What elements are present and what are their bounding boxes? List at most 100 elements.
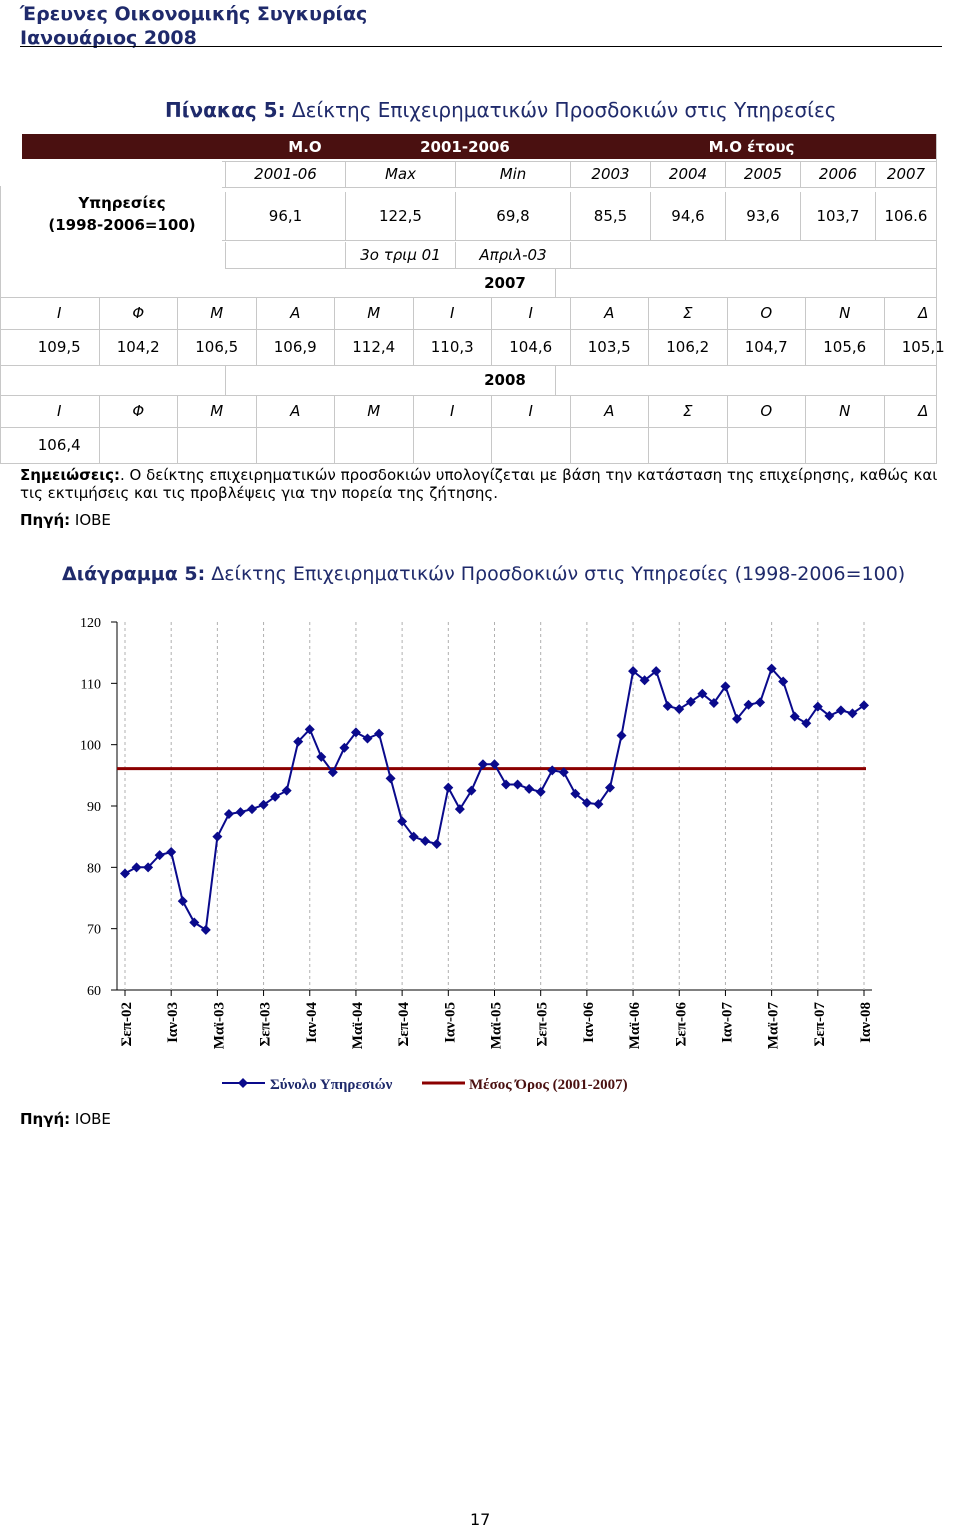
subheader-3: 2003	[570, 161, 650, 187]
data-point	[131, 862, 142, 873]
y2007-value-7: 103,5	[569, 329, 649, 365]
data-point	[593, 799, 604, 810]
data-point	[420, 835, 431, 846]
table-gridline	[222, 240, 936, 241]
data-point	[708, 697, 719, 708]
data-point	[755, 697, 766, 708]
x-tick-label: Σεπ-07	[812, 1002, 828, 1047]
data-point	[674, 704, 685, 715]
y2007-month-4: Μ	[334, 297, 413, 329]
table-title-number: Πίνακας 5:	[165, 98, 286, 122]
data-point	[466, 785, 477, 796]
subheader-5: 2005	[725, 161, 800, 187]
data-point	[350, 727, 361, 738]
data-point	[501, 779, 512, 790]
y2008-value-0: 106,4	[37, 436, 81, 454]
y2007-month-0: Ι	[57, 304, 62, 322]
y2008-month-10: Ν	[805, 395, 884, 427]
y2007-month-9: Ο	[726, 297, 806, 329]
y2007-month-7: Α	[569, 297, 649, 329]
x-tick-label: Σεπ-06	[673, 1002, 689, 1047]
data-point	[258, 799, 269, 810]
y2007-month-11: Δ	[883, 297, 960, 329]
y2008-value-9	[726, 427, 806, 463]
data-point	[454, 804, 465, 815]
report-header-date: Ιανουάριος 2008	[20, 27, 197, 49]
table-title: Πίνακας 5: Δείκτης Επιχειρηματικών Προσδ…	[165, 98, 837, 122]
row-label-line1: Υπηρεσίες	[78, 194, 166, 212]
y2007-value-2: 106,5	[177, 329, 256, 365]
x-tick-label: Ιαν-08	[858, 1002, 874, 1043]
data-point	[581, 797, 592, 808]
data-point	[743, 699, 754, 710]
data-point	[628, 666, 639, 677]
table-gridline	[570, 242, 571, 268]
legend-series-marker	[238, 1078, 248, 1088]
y2008-value-8	[648, 427, 727, 463]
data-point	[604, 782, 615, 793]
data-point	[489, 759, 500, 770]
y2007-value-4: 112,4	[334, 329, 413, 365]
data-point	[778, 676, 789, 687]
row-label: Υπηρεσίες (1998-2006=100)	[22, 186, 222, 242]
y-tick-label: 80	[87, 861, 101, 876]
data-point	[697, 688, 708, 699]
data-point	[824, 710, 835, 721]
year-2007: 2007	[484, 274, 526, 292]
data-point	[327, 767, 338, 778]
y2008-value-11	[883, 427, 960, 463]
diagram-title-text: Δείκτης Επιχειρηματικών Προσδοκιών στις …	[205, 563, 906, 585]
y2007-month-3: Α	[255, 297, 335, 329]
data-point	[385, 773, 396, 784]
report-header: Έρευνες Οικονομικής Συγκυρίας Ιανουάριος…	[20, 2, 367, 50]
header-mo: Μ.Ο	[255, 134, 355, 159]
year-2008: 2008	[484, 371, 526, 389]
table-gridline	[0, 186, 1, 464]
y2008-month-2: Μ	[177, 395, 256, 427]
y2007-month-2: Μ	[177, 297, 256, 329]
notes-text: . Ο δείκτης επιχειρηματικών προσδοκιών υ…	[20, 466, 938, 502]
y2007-month-10: Ν	[805, 297, 884, 329]
average-value-6: 103,7	[800, 192, 875, 240]
average-value-3: 85,5	[570, 192, 650, 240]
y2007-month-5: Ι	[412, 297, 492, 329]
data-point	[316, 751, 327, 762]
table-gridline	[0, 427, 936, 428]
chart-source-value: ΙΟΒΕ	[70, 1110, 111, 1128]
table-gridline	[0, 329, 936, 330]
table-gridline	[0, 395, 936, 396]
y2008-value-1	[98, 427, 178, 463]
table-notes: Σημειώσεις:. Ο δείκτης επιχειρηματικών π…	[20, 466, 945, 502]
average-value-1: 122,5	[345, 192, 455, 240]
data-point	[547, 765, 558, 776]
page-number: 17	[470, 1510, 491, 1529]
table-title-text: Δείκτης Επιχειρηματικών Προσδοκιών στις …	[285, 98, 837, 122]
x-tick-label: Ιαν-04	[304, 1002, 320, 1043]
data-point	[247, 804, 258, 815]
data-point	[281, 785, 292, 796]
table-gridline	[555, 268, 556, 298]
y2008-value-7	[569, 427, 649, 463]
data-point	[524, 783, 535, 794]
subheader-1: Max	[345, 161, 455, 187]
data-point	[408, 831, 419, 842]
x-tick-label: Σεπ-05	[535, 1002, 551, 1046]
data-point	[477, 759, 488, 770]
y-tick-label: 100	[80, 739, 101, 754]
y2008-month-9: Ο	[726, 395, 806, 427]
y2007-month-6: Ι	[491, 297, 570, 329]
y2008-month-5: Ι	[412, 395, 492, 427]
data-point	[685, 696, 696, 707]
legend-series-label: Σύνολο Υπηρεσιών	[270, 1077, 393, 1093]
data-point	[270, 791, 281, 802]
data-point	[662, 701, 673, 712]
table-gridline	[222, 187, 936, 188]
data-point	[166, 847, 177, 857]
data-point	[120, 868, 130, 879]
data-point	[859, 700, 869, 711]
report-header-title: Έρευνες Οικονομικής Συγκυρίας	[20, 3, 368, 25]
data-point	[397, 816, 408, 827]
data-point	[223, 808, 234, 819]
data-point	[835, 705, 846, 716]
x-tick-label: Σεπ-03	[258, 1002, 274, 1046]
